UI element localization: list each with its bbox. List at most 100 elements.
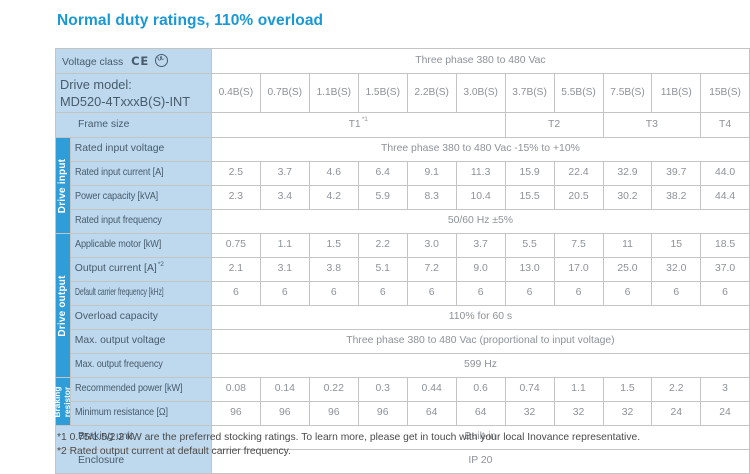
data-cell: 7.5 xyxy=(553,233,604,258)
section-bar-label: Drive input xyxy=(56,158,68,213)
data-cell: 3.0 xyxy=(406,233,457,258)
data-cell: 6 xyxy=(357,281,408,306)
row-label: Minimum resistance [Ω] xyxy=(69,401,212,426)
column-header-4: 2.2B(S) xyxy=(406,73,457,113)
span-value-cell: Three phase 380 to 480 Vac -15% to +10% xyxy=(210,137,750,162)
data-cell: 3.7 xyxy=(259,161,310,186)
data-cell: 96 xyxy=(308,401,359,426)
section-bar-label: Braking resistor xyxy=(52,386,72,417)
data-cell: 1.1 xyxy=(259,233,310,258)
table-row: Default carrier frequency [kHz] 6 6 6 6 6 6 6 6 6… xyxy=(56,281,750,306)
frame-size-value: T1*1 xyxy=(210,112,506,138)
row-label: Default carrier frequency [kHz] xyxy=(69,281,212,306)
data-cell: 6 xyxy=(455,281,506,306)
row-label: Braking unit xyxy=(55,425,212,450)
data-cell: 6 xyxy=(406,281,457,306)
data-cell: 5.5 xyxy=(504,233,555,258)
data-cell: 1.1 xyxy=(553,377,604,402)
table-row: Output current [A]*2 2.1 3.1 3.8 5.1 7.2 9.0 13… xyxy=(56,257,750,282)
data-cell: 6 xyxy=(210,281,261,306)
drive-model-line1: Drive model: xyxy=(60,76,132,92)
data-cell: 6 xyxy=(308,281,359,306)
voltage-class-cell: Voltage class CE UL xyxy=(55,48,212,74)
span-value-cell: Three phase 380 to 480 Vac (proportional… xyxy=(210,329,750,354)
row-label: Applicable motor [kW] xyxy=(69,233,212,258)
table-row: Max. output voltage Three phase 380 to 48… xyxy=(56,329,750,354)
section-bar: Braking resistor xyxy=(52,377,72,426)
row-label: Rated input frequency xyxy=(69,209,212,234)
data-cell: 64 xyxy=(455,401,506,426)
data-cell: 17.0 xyxy=(553,257,604,282)
column-header-0: 0.4B(S) xyxy=(210,73,261,113)
data-cell: 2.1 xyxy=(210,257,261,282)
frame-size-value: T4 xyxy=(700,112,750,138)
data-cell: 6 xyxy=(259,281,310,306)
data-cell: 0.75 xyxy=(210,233,261,258)
footnote-2: *2 Rated output current at default carri… xyxy=(57,446,291,458)
section-bar: Drive input xyxy=(55,137,71,234)
table-row: Overload capacity 110% for 60 s xyxy=(56,305,750,330)
data-cell: 6 xyxy=(602,281,653,306)
span-value-cell: 110% for 60 s xyxy=(210,305,750,330)
row-label: Power capacity [kVA] xyxy=(69,185,212,210)
data-cell: 32.9 xyxy=(602,161,653,186)
row-label: Rated input current [A] xyxy=(69,161,212,186)
column-header-8: 7.5B(S) xyxy=(602,73,653,113)
span-value-cell: 50/60 Hz ±5% xyxy=(210,209,750,234)
data-cell: 6 xyxy=(651,281,702,306)
ul-mark-icon: UL xyxy=(154,53,168,67)
data-cell: 37.0 xyxy=(700,257,750,282)
data-cell: 32 xyxy=(602,401,653,426)
ratings-table: Voltage class CE UL Three phase 380 to 4… xyxy=(52,48,750,474)
data-cell: 9.1 xyxy=(406,161,457,186)
data-cell: 13.0 xyxy=(504,257,555,282)
row-label: Recommended power [kW] xyxy=(69,377,212,402)
table-row: Max. output frequency 599 Hz xyxy=(56,353,750,378)
column-header-10: 15B(S) xyxy=(700,73,750,113)
data-cell: 2.5 xyxy=(210,161,261,186)
table-row: Drive output Applicable motor [kW] 0.75 1.1… xyxy=(55,233,750,378)
data-cell: 7.2 xyxy=(406,257,457,282)
data-cell: 32 xyxy=(553,401,604,426)
data-cell: 32 xyxy=(504,401,555,426)
data-cell: 15.9 xyxy=(504,161,555,186)
data-cell: 9.0 xyxy=(455,257,506,282)
table-row: Braking unit Built-in xyxy=(55,425,750,450)
page-title: Normal duty ratings, 110% overload xyxy=(57,12,324,29)
data-cell: 1.5 xyxy=(602,377,653,402)
data-cell: 44.4 xyxy=(700,185,750,210)
data-cell: 4.6 xyxy=(308,161,359,186)
voltage-class-row: Voltage class CE UL Three phase 380 to 4… xyxy=(55,48,750,74)
data-cell: 18.5 xyxy=(700,233,750,258)
column-header-2: 1.1B(S) xyxy=(308,73,359,113)
row-label: Rated input voltage xyxy=(69,137,212,162)
column-header-9: 11B(S) xyxy=(651,73,702,113)
data-cell: 32.0 xyxy=(651,257,702,282)
row-label: Overload capacity xyxy=(69,305,212,330)
drive-model-line2: MD520-4TxxxB(S)-INT xyxy=(60,94,191,109)
data-cell: 96 xyxy=(357,401,408,426)
data-cell: 6.4 xyxy=(357,161,408,186)
data-cell: 0.22 xyxy=(308,377,359,402)
voltage-class-text: Voltage class xyxy=(62,56,124,68)
data-cell: 64 xyxy=(406,401,457,426)
data-cell: 8.3 xyxy=(406,185,457,210)
section-bar-label: Drive output xyxy=(56,274,68,337)
data-cell: 22.4 xyxy=(553,161,604,186)
data-cell: 25.0 xyxy=(602,257,653,282)
data-cell: 10.4 xyxy=(455,185,506,210)
data-cell: 15.5 xyxy=(504,185,555,210)
table-row: Rated input frequency 50/60 Hz ±5% xyxy=(56,209,750,234)
data-cell: 11.3 xyxy=(455,161,506,186)
data-cell: 2.2 xyxy=(651,377,702,402)
data-cell: 39.7 xyxy=(651,161,702,186)
column-header-1: 0.7B(S) xyxy=(259,73,310,113)
span-value-cell: 599 Hz xyxy=(210,353,750,378)
table-row: Drive input Rated input voltage Three phas… xyxy=(55,137,750,234)
column-header-6: 3.7B(S) xyxy=(504,73,555,113)
data-cell: 96 xyxy=(210,401,261,426)
data-cell: 15 xyxy=(651,233,702,258)
column-header-7: 5.5B(S) xyxy=(553,73,604,113)
data-cell: 44.0 xyxy=(700,161,750,186)
